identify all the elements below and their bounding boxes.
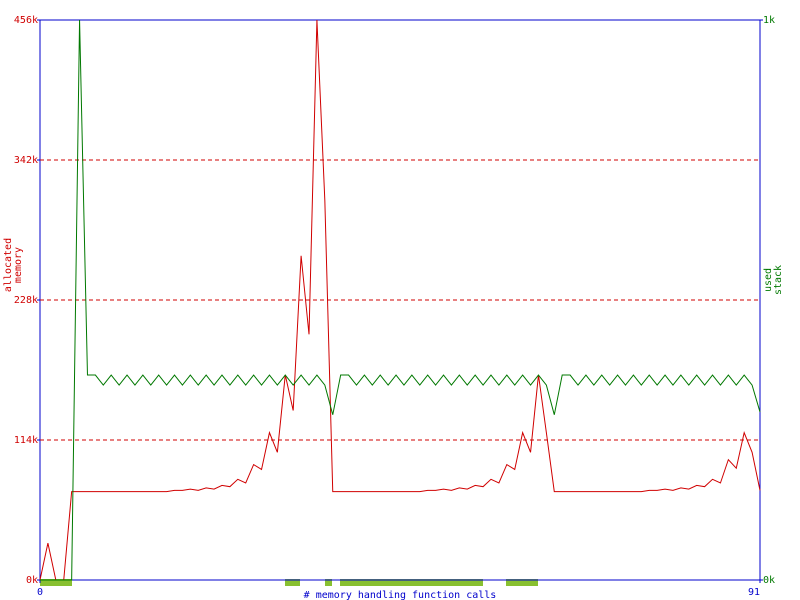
call-bar (40, 579, 72, 586)
call-bar (340, 579, 483, 586)
y-axis-label: allocated (3, 238, 14, 292)
y-tick-label: 228k (14, 295, 38, 306)
y-axis-label: memory (13, 247, 24, 283)
call-bar (506, 579, 538, 586)
x-axis-label: # memory handling function calls (304, 590, 497, 600)
y-tick-label: 114k (14, 435, 38, 446)
y-tick-label: 0k (26, 575, 38, 586)
call-bars (40, 579, 538, 586)
x-tick-label: 0 (37, 587, 43, 598)
y-tick-label: 456k (14, 15, 38, 26)
call-bar (325, 579, 332, 586)
y2-tick-label: 1k (763, 15, 775, 26)
series-line (40, 19, 761, 581)
call-bar (285, 579, 300, 586)
y2-axis-label: stack (773, 265, 784, 295)
y2-tick-label: 0k (763, 575, 775, 586)
series-line (39, 19, 761, 581)
y2-axis-label: used (763, 268, 774, 292)
y-tick-label: 342k (14, 155, 38, 166)
x-tick-label: 91 (748, 587, 760, 598)
